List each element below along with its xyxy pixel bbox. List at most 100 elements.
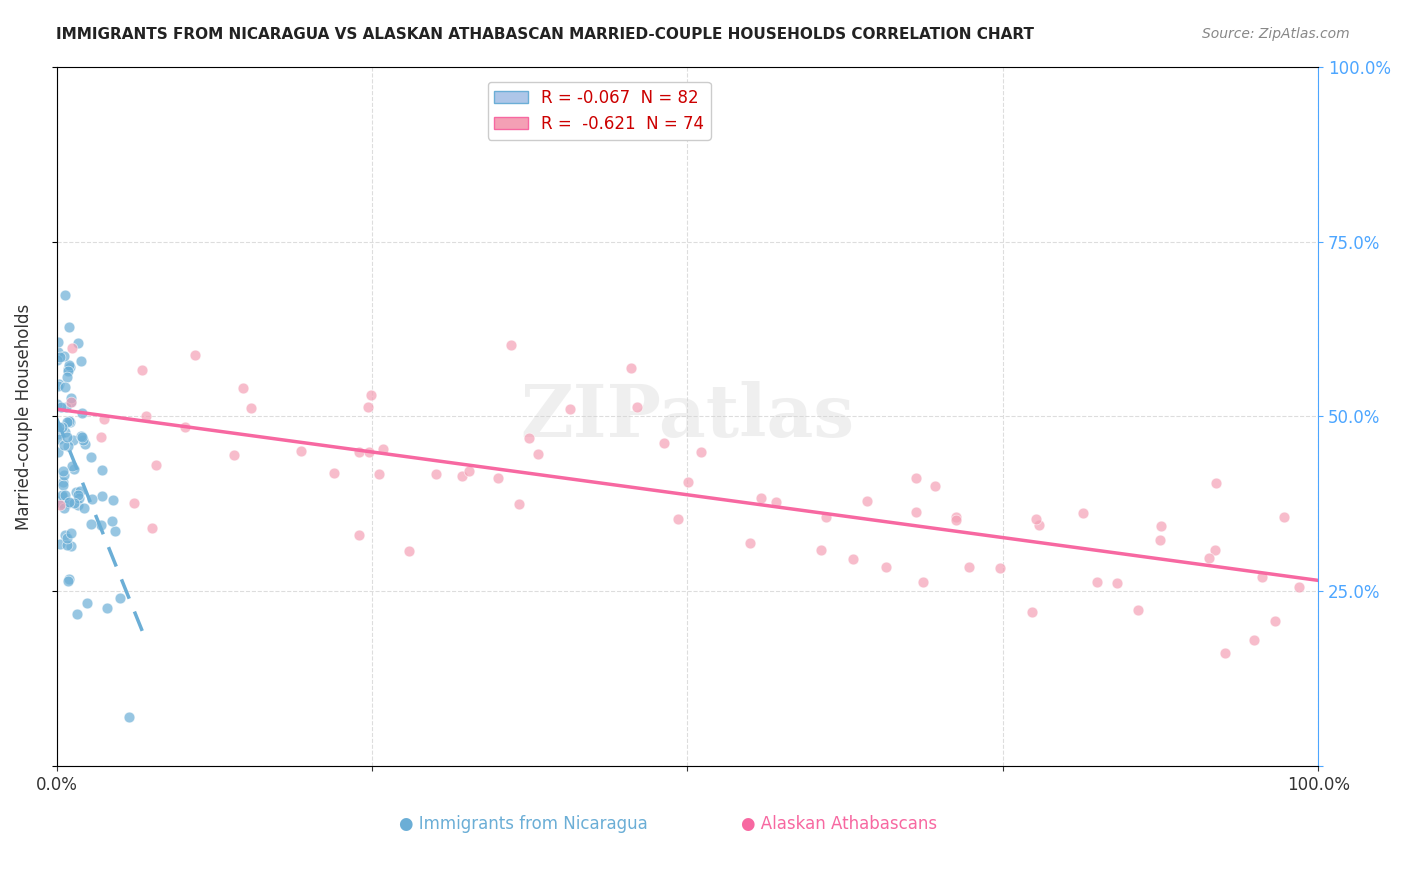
Point [690,444,713,458]
Point [49,400,72,414]
Point [360,388,382,402]
Point [141,521,163,535]
Point [58,414,80,428]
Point [1243,632,1265,647]
Point [145,458,167,472]
Point [59,416,82,430]
Point [100,514,122,528]
Point [1205,476,1227,491]
Point [76,596,98,610]
Point [91,462,114,476]
Point [904,505,927,519]
Point [501,338,523,352]
Point [1204,543,1226,558]
Point [1021,605,1043,619]
Point [89,430,111,444]
Point [131,363,153,377]
Point [46,344,69,359]
Point [62,496,84,510]
Point [53,488,76,502]
Point [1288,580,1310,594]
Point [359,444,381,458]
Point [70,354,93,368]
Point [104,524,127,538]
Point [49,537,72,551]
Point [173,419,195,434]
Point [80,517,103,532]
Point [1105,576,1128,591]
Point [55,429,77,443]
Point [59,526,82,541]
Point [232,381,254,395]
Point [66,607,89,621]
Point [666,512,689,526]
Point [53,528,76,542]
Point [626,400,648,414]
Point [904,471,927,485]
Point [1272,510,1295,524]
Point [58,439,80,453]
Point [1025,511,1047,525]
Point [48,420,70,434]
Point [59,539,82,553]
Point [52,468,75,483]
Point [875,560,897,574]
Point [58,572,80,586]
Point [1128,603,1150,617]
Point [222,448,245,462]
Point [82,491,104,506]
Point [738,535,761,549]
Point [457,464,479,478]
Point [425,467,447,481]
Point [183,348,205,362]
Point [1198,550,1220,565]
Point [46,427,69,442]
Point [69,483,91,498]
Point [91,489,114,503]
Point [59,392,82,406]
Point [51,420,73,434]
Point [1085,575,1108,590]
Point [240,401,263,415]
Point [49,351,72,365]
Point [53,288,76,302]
Point [60,395,83,409]
Point [988,561,1011,575]
Point [560,401,582,416]
Point [58,319,80,334]
Point [96,601,118,615]
Point [323,466,346,480]
Point [63,462,86,476]
Point [1150,519,1173,533]
Point [620,360,643,375]
Point [67,488,90,502]
Point [49,498,72,512]
Point [957,560,980,574]
Point [48,445,70,459]
Text: Source: ZipAtlas.com: Source: ZipAtlas.com [1202,27,1350,41]
Point [69,428,91,442]
Text: ● Immigrants from Nicaragua: ● Immigrants from Nicaragua [399,815,648,833]
Point [56,538,79,552]
Point [1251,570,1274,584]
Point [70,429,93,443]
Text: ZIPatlas: ZIPatlas [520,381,855,452]
Point [52,478,75,492]
Point [526,447,548,461]
Point [1213,646,1236,660]
Point [749,491,772,505]
Point [75,436,97,450]
Point [46,397,69,411]
Point [60,458,83,473]
Point [52,500,75,515]
Point [72,433,94,447]
Point [841,552,863,566]
Legend: R = -0.067  N = 82, R =  -0.621  N = 74: R = -0.067 N = 82, R = -0.621 N = 74 [488,82,710,139]
Point [65,485,87,500]
Point [55,425,77,439]
Point [118,710,141,724]
Point [108,591,131,606]
Point [55,415,77,429]
Point [103,493,125,508]
Point [45,352,67,367]
